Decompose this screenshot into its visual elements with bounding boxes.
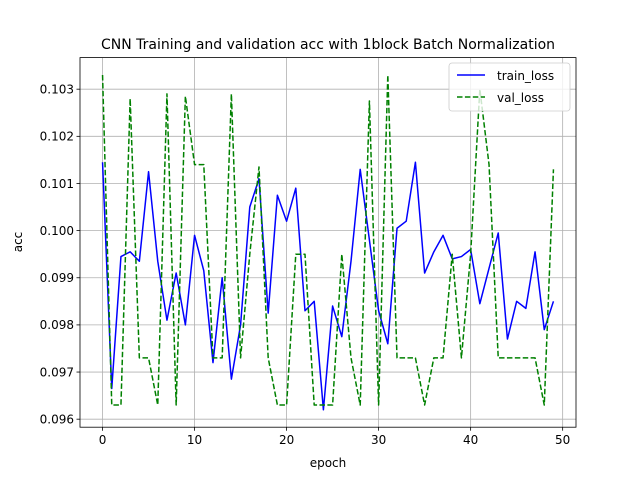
y-tick-label: 0.099: [40, 271, 74, 285]
series-layer: [101, 74, 555, 411]
legend: train_loss val_loss: [448, 62, 571, 112]
legend-label-train-loss: train_loss: [497, 69, 554, 83]
y-tick-label: 0.100: [40, 224, 74, 238]
x-axis-label: epoch: [310, 456, 347, 470]
x-tick-label: 20: [279, 433, 294, 447]
series-line-train-loss: [101, 161, 555, 411]
x-tick-label: 40: [463, 433, 478, 447]
series-line-val-loss: [101, 74, 555, 406]
x-tick-label: 0: [99, 433, 107, 447]
legend-label-val-loss: val_loss: [497, 91, 544, 105]
x-tick-label: 10: [187, 433, 202, 447]
y-tick-label: 0.102: [40, 130, 74, 144]
x-tick-label: 30: [371, 433, 386, 447]
y-tick-label: 0.097: [40, 365, 74, 379]
plot-frame: [79, 57, 577, 428]
y-tick-label: 0.096: [40, 412, 74, 426]
axes: [79, 57, 577, 428]
ticks: 0 10 20 30 40 50 0.096 0.097 0.098 0.099 0.100 0.10…: [40, 82, 571, 447]
chart-title: CNN Training and validation acc with 1bl…: [101, 37, 555, 53]
y-tick-label: 0.098: [40, 318, 74, 332]
x-tick-label: 50: [555, 433, 570, 447]
y-axis-label: acc: [11, 232, 25, 253]
y-tick-label: 0.101: [40, 177, 74, 191]
y-tick-label: 0.103: [40, 82, 74, 96]
grid: [80, 57, 576, 428]
